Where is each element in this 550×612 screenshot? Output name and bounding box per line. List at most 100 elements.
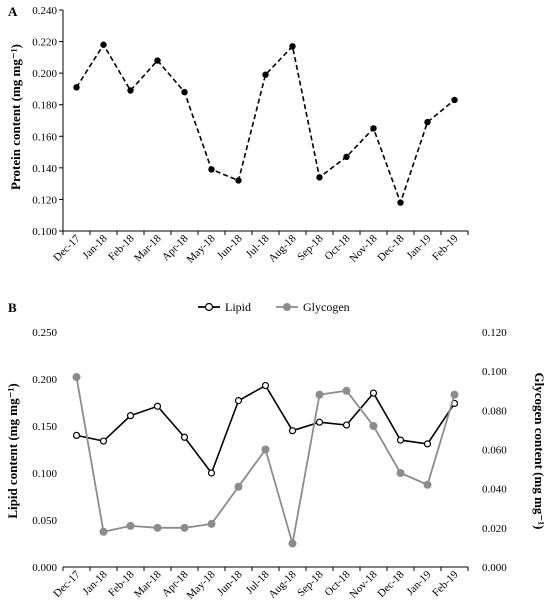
panel-b-data-point-glycogen bbox=[207, 519, 216, 528]
panel-b-data-point-glycogen bbox=[396, 469, 405, 477]
panel-a-data-point bbox=[451, 96, 458, 104]
panel-b-letter: B bbox=[8, 300, 17, 315]
panel-b-x-tick-label: Sep-18 bbox=[295, 568, 326, 599]
panel-b-left-tick-label: 0.050 bbox=[32, 515, 57, 527]
panel-a-letter: A bbox=[8, 4, 18, 19]
legend-label-lipid: Lipid bbox=[225, 300, 251, 314]
panel-a-data-point bbox=[181, 88, 188, 96]
panel-b-data-point-glycogen bbox=[423, 480, 432, 489]
panel-a-y-tick-label: 0.200 bbox=[32, 68, 57, 80]
panel-a-x-tick-label: Sep-18 bbox=[295, 232, 326, 263]
panel-a-y-tick-label: 0.140 bbox=[32, 163, 57, 175]
panel-b-data-point-lipid bbox=[234, 397, 243, 405]
panel-b-legend: Lipid Glycogen bbox=[198, 300, 350, 314]
panel-b-data-point-lipid bbox=[153, 402, 162, 410]
panel-b-data-point-glycogen bbox=[180, 523, 189, 532]
panel-b-right-tick-label: 0.080 bbox=[482, 405, 507, 417]
panel-a-y-tick-label: 0.240 bbox=[32, 5, 57, 17]
panel-b-x-tick-label: Jan-19 bbox=[404, 568, 434, 598]
panel-a-data-point bbox=[127, 87, 134, 94]
panel-b-data-point-lipid bbox=[396, 436, 405, 444]
panel-a-x-tick-label: Jun-18 bbox=[215, 232, 245, 262]
panel-a-data-point bbox=[370, 125, 377, 132]
panel-b-x-tick-label: Feb-19 bbox=[430, 568, 461, 599]
panel-a-x-tick-label: Jan-19 bbox=[404, 232, 434, 262]
panel-a-data-point bbox=[343, 153, 350, 161]
panel-a-data-point bbox=[154, 57, 161, 64]
panel-b-data-point-glycogen bbox=[126, 521, 135, 530]
legend-label-glycogen: Glycogen bbox=[303, 300, 350, 314]
panel-b-data-point-lipid bbox=[99, 437, 108, 445]
panel-b-x-tick-label: Dec-18 bbox=[375, 568, 407, 600]
panel-b-left-tick-label: 0.250 bbox=[32, 327, 57, 339]
panel-a-y-tick-label: 0.100 bbox=[32, 226, 57, 238]
panel-b-left-tick-label: 0.000 bbox=[32, 562, 57, 574]
panel-b-x-tick-label: Nov-18 bbox=[347, 568, 380, 601]
panel-b-data-point-glycogen bbox=[153, 523, 162, 532]
panel-b-left-axis-title: Lipid content (mg mg⁻¹) bbox=[5, 383, 20, 518]
panel-a-data-point bbox=[235, 177, 242, 184]
panel-b-data-point-glycogen bbox=[234, 482, 243, 491]
panel-a-y-tick-label: 0.120 bbox=[32, 194, 57, 206]
panel-b-data-point-lipid bbox=[72, 431, 81, 439]
panel-b-x-tick-label: Mar-18 bbox=[132, 568, 164, 600]
panel-a-x-tick-label: Aug-18 bbox=[266, 232, 299, 265]
panel-a-x-tick-label: Feb-19 bbox=[430, 232, 461, 263]
panel-a-data-point bbox=[316, 174, 323, 181]
panel-b-left-tick-label: 0.200 bbox=[32, 374, 57, 386]
panel-b-series-line-glycogen bbox=[75, 376, 456, 544]
panel-b-series-line-lipid bbox=[76, 384, 456, 475]
panel-a-x-tick-label: Mar-18 bbox=[132, 232, 164, 264]
panel-b-data-point-lipid bbox=[261, 381, 270, 390]
panel-b-right-tick-label: 0.000 bbox=[482, 562, 507, 574]
panel-b-x-tick-label: Jan-18 bbox=[80, 568, 110, 598]
panel-b-data-point-lipid bbox=[315, 418, 324, 426]
panel-b-left-tick-label: 0.150 bbox=[32, 421, 57, 433]
legend-marker-lipid bbox=[204, 302, 214, 312]
panel-a-y-tick-label: 0.180 bbox=[32, 100, 57, 112]
panel-a-data-point bbox=[208, 166, 215, 173]
panel-b-data-point-glycogen bbox=[369, 422, 378, 430]
panel-b-right-tick-label: 0.060 bbox=[482, 445, 507, 457]
panel-b-data-point-glycogen bbox=[342, 386, 351, 395]
panel-b-data-point-lipid bbox=[180, 433, 189, 441]
panel-b-left-tick-label: 0.100 bbox=[32, 468, 57, 480]
panel-b-data-point-lipid bbox=[369, 389, 378, 397]
panel-b-data-point-glycogen bbox=[261, 445, 270, 454]
panel-a-series-line bbox=[75, 43, 456, 206]
panel-b-right-axis-title: Glycogen content (mg mg⁻¹) bbox=[532, 373, 547, 530]
panel-a-x-tick-label: May-18 bbox=[185, 232, 218, 265]
panel-a-y-tick-label: 0.220 bbox=[32, 37, 57, 49]
panel-b-right-tick-label: 0.120 bbox=[482, 327, 507, 339]
panel-b-data-point-glycogen bbox=[72, 373, 81, 382]
panel-a-x-tick-label: Feb-18 bbox=[106, 232, 137, 263]
panel-b-data-point-glycogen bbox=[315, 390, 324, 399]
panel-b: B Lipid Glycogen Lipid content (mg mg⁻¹) … bbox=[5, 300, 547, 602]
panel-a-data-point bbox=[424, 118, 431, 126]
panel-b-data-point-glycogen bbox=[450, 390, 459, 399]
panel-b-data-point-lipid bbox=[207, 469, 216, 477]
panel-b-data-point-lipid bbox=[342, 421, 351, 429]
legend-marker-glycogen bbox=[283, 303, 291, 311]
panel-a-data-point bbox=[397, 199, 404, 206]
panel-a-x-tick-label: Jan-18 bbox=[80, 232, 110, 262]
panel-b-x-tick-label: Feb-18 bbox=[106, 568, 137, 599]
panel-b-data-point-glycogen bbox=[288, 539, 297, 548]
panel-a-x-tick-label: Nov-18 bbox=[347, 232, 380, 265]
panel-a-data-point bbox=[262, 71, 269, 78]
panel-b-right-tick-label: 0.100 bbox=[482, 366, 507, 378]
panel-a-y-axis-title: Protein content (mg mg⁻¹) bbox=[8, 44, 23, 190]
panel-b-data-point-lipid bbox=[423, 440, 432, 448]
panel-b-right-tick-label: 0.040 bbox=[482, 484, 507, 496]
panel-a-data-point bbox=[289, 43, 296, 50]
panel-b-x-tick-label: May-18 bbox=[185, 568, 218, 601]
panel-b-x-tick-label: Jun-18 bbox=[215, 568, 245, 598]
panel-b-data-point-glycogen bbox=[99, 527, 108, 536]
panel-b-right-tick-label: 0.020 bbox=[482, 523, 507, 535]
panel-a: A Protein content (mg mg⁻¹) 0.100 0.120 0.… bbox=[8, 4, 469, 266]
panel-a-data-point bbox=[73, 84, 80, 91]
panel-b-data-point-lipid bbox=[126, 412, 135, 420]
panel-b-x-tick-label: Aug-18 bbox=[266, 568, 299, 601]
panel-a-x-tick-label: Dec-18 bbox=[375, 232, 407, 264]
